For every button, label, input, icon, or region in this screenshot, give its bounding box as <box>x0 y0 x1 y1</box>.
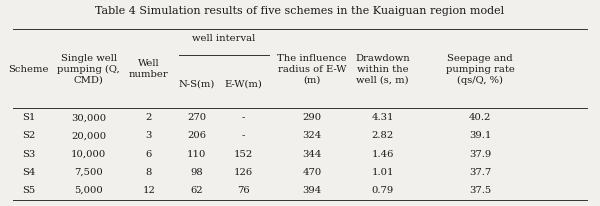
Text: well interval: well interval <box>192 34 256 43</box>
Text: 4.31: 4.31 <box>371 113 394 122</box>
Text: 37.5: 37.5 <box>469 185 491 194</box>
Text: 1.01: 1.01 <box>371 167 394 176</box>
Text: 110: 110 <box>187 149 206 158</box>
Text: 39.1: 39.1 <box>469 131 491 140</box>
Text: 1.46: 1.46 <box>371 149 394 158</box>
Text: 152: 152 <box>233 149 253 158</box>
Text: -: - <box>241 113 245 122</box>
Text: 290: 290 <box>302 113 322 122</box>
Text: S4: S4 <box>22 167 35 176</box>
Text: Drawdown
within the
well (s, m): Drawdown within the well (s, m) <box>355 54 410 84</box>
Text: Table 4 Simulation results of five schemes in the Kuaiguan region model: Table 4 Simulation results of five schem… <box>95 6 505 16</box>
Text: 470: 470 <box>302 167 322 176</box>
Text: 344: 344 <box>302 149 322 158</box>
Text: 20,000: 20,000 <box>71 131 106 140</box>
Text: 126: 126 <box>233 167 253 176</box>
Text: 7,500: 7,500 <box>74 167 103 176</box>
Text: 3: 3 <box>146 131 152 140</box>
Text: 324: 324 <box>302 131 322 140</box>
Text: 10,000: 10,000 <box>71 149 106 158</box>
Text: The influence
radius of E-W
(m): The influence radius of E-W (m) <box>277 54 347 84</box>
Text: 6: 6 <box>146 149 152 158</box>
Text: 2.82: 2.82 <box>371 131 394 140</box>
Text: 0.79: 0.79 <box>371 185 394 194</box>
Text: 8: 8 <box>146 167 152 176</box>
Text: 206: 206 <box>187 131 206 140</box>
Text: Scheme: Scheme <box>8 64 49 74</box>
Text: 5,000: 5,000 <box>74 185 103 194</box>
Text: 62: 62 <box>190 185 203 194</box>
Text: 12: 12 <box>142 185 155 194</box>
Text: 76: 76 <box>236 185 250 194</box>
Text: S5: S5 <box>22 185 35 194</box>
Text: N-S(m): N-S(m) <box>179 80 215 88</box>
Text: 40.2: 40.2 <box>469 113 491 122</box>
Text: -: - <box>241 131 245 140</box>
Text: 394: 394 <box>302 185 322 194</box>
Text: E-W(m): E-W(m) <box>224 80 262 88</box>
Text: 37.9: 37.9 <box>469 149 491 158</box>
Text: Single well
pumping (Q,
CMD): Single well pumping (Q, CMD) <box>58 53 120 85</box>
Text: S2: S2 <box>22 131 35 140</box>
Text: 30,000: 30,000 <box>71 113 106 122</box>
Text: S1: S1 <box>22 113 35 122</box>
Text: 2: 2 <box>146 113 152 122</box>
Text: Well
number: Well number <box>129 59 169 79</box>
Text: 270: 270 <box>187 113 206 122</box>
Text: 37.7: 37.7 <box>469 167 491 176</box>
Text: S3: S3 <box>22 149 35 158</box>
Text: 98: 98 <box>190 167 203 176</box>
Text: Seepage and
pumping rate
(qs/Q, %): Seepage and pumping rate (qs/Q, %) <box>446 53 514 85</box>
